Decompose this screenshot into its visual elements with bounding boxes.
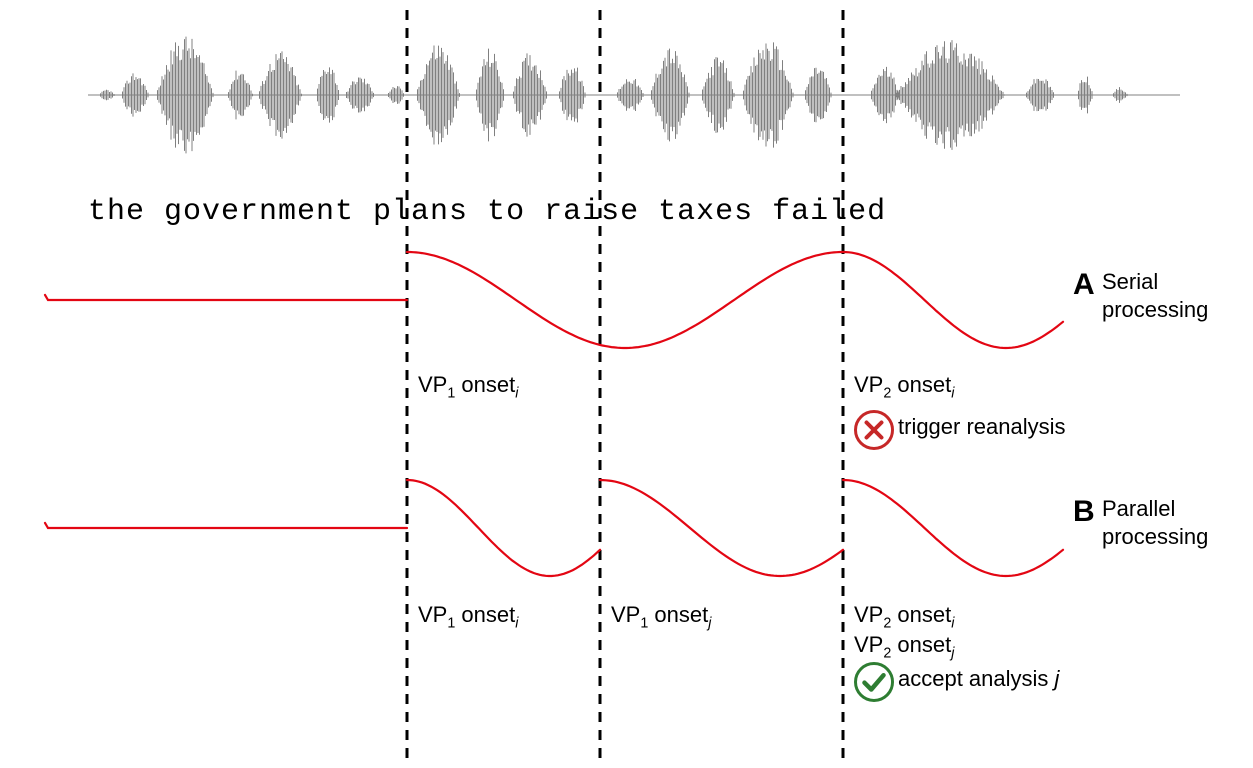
panel-b-letter: B [1073, 495, 1095, 529]
panel-a-title: Serialprocessing [1102, 268, 1208, 323]
reject-label: trigger reanalysis [898, 414, 1066, 440]
vp-onset-label: VP2 onsetj [854, 632, 954, 661]
figure-stage: the government plans to raise taxes fail… [0, 0, 1253, 768]
vp-onset-label: VP2 onseti [854, 372, 954, 401]
reject-icon [854, 410, 894, 450]
panel-a-letter: A [1073, 268, 1095, 302]
vp-onset-label: VP1 onseti [418, 372, 518, 401]
accept-label: accept analysis j [898, 666, 1059, 692]
x-icon [857, 413, 891, 447]
vp-onset-label: VP2 onseti [854, 602, 954, 631]
check-icon [857, 665, 891, 699]
accept-icon [854, 662, 894, 702]
panel-b-title: Parallelprocessing [1102, 495, 1208, 550]
figure-svg [0, 0, 1253, 768]
sentence-text: the government plans to raise taxes fail… [88, 195, 886, 229]
vp-onset-label: VP1 onsetj [611, 602, 711, 631]
vp-onset-label: VP1 onseti [418, 602, 518, 631]
